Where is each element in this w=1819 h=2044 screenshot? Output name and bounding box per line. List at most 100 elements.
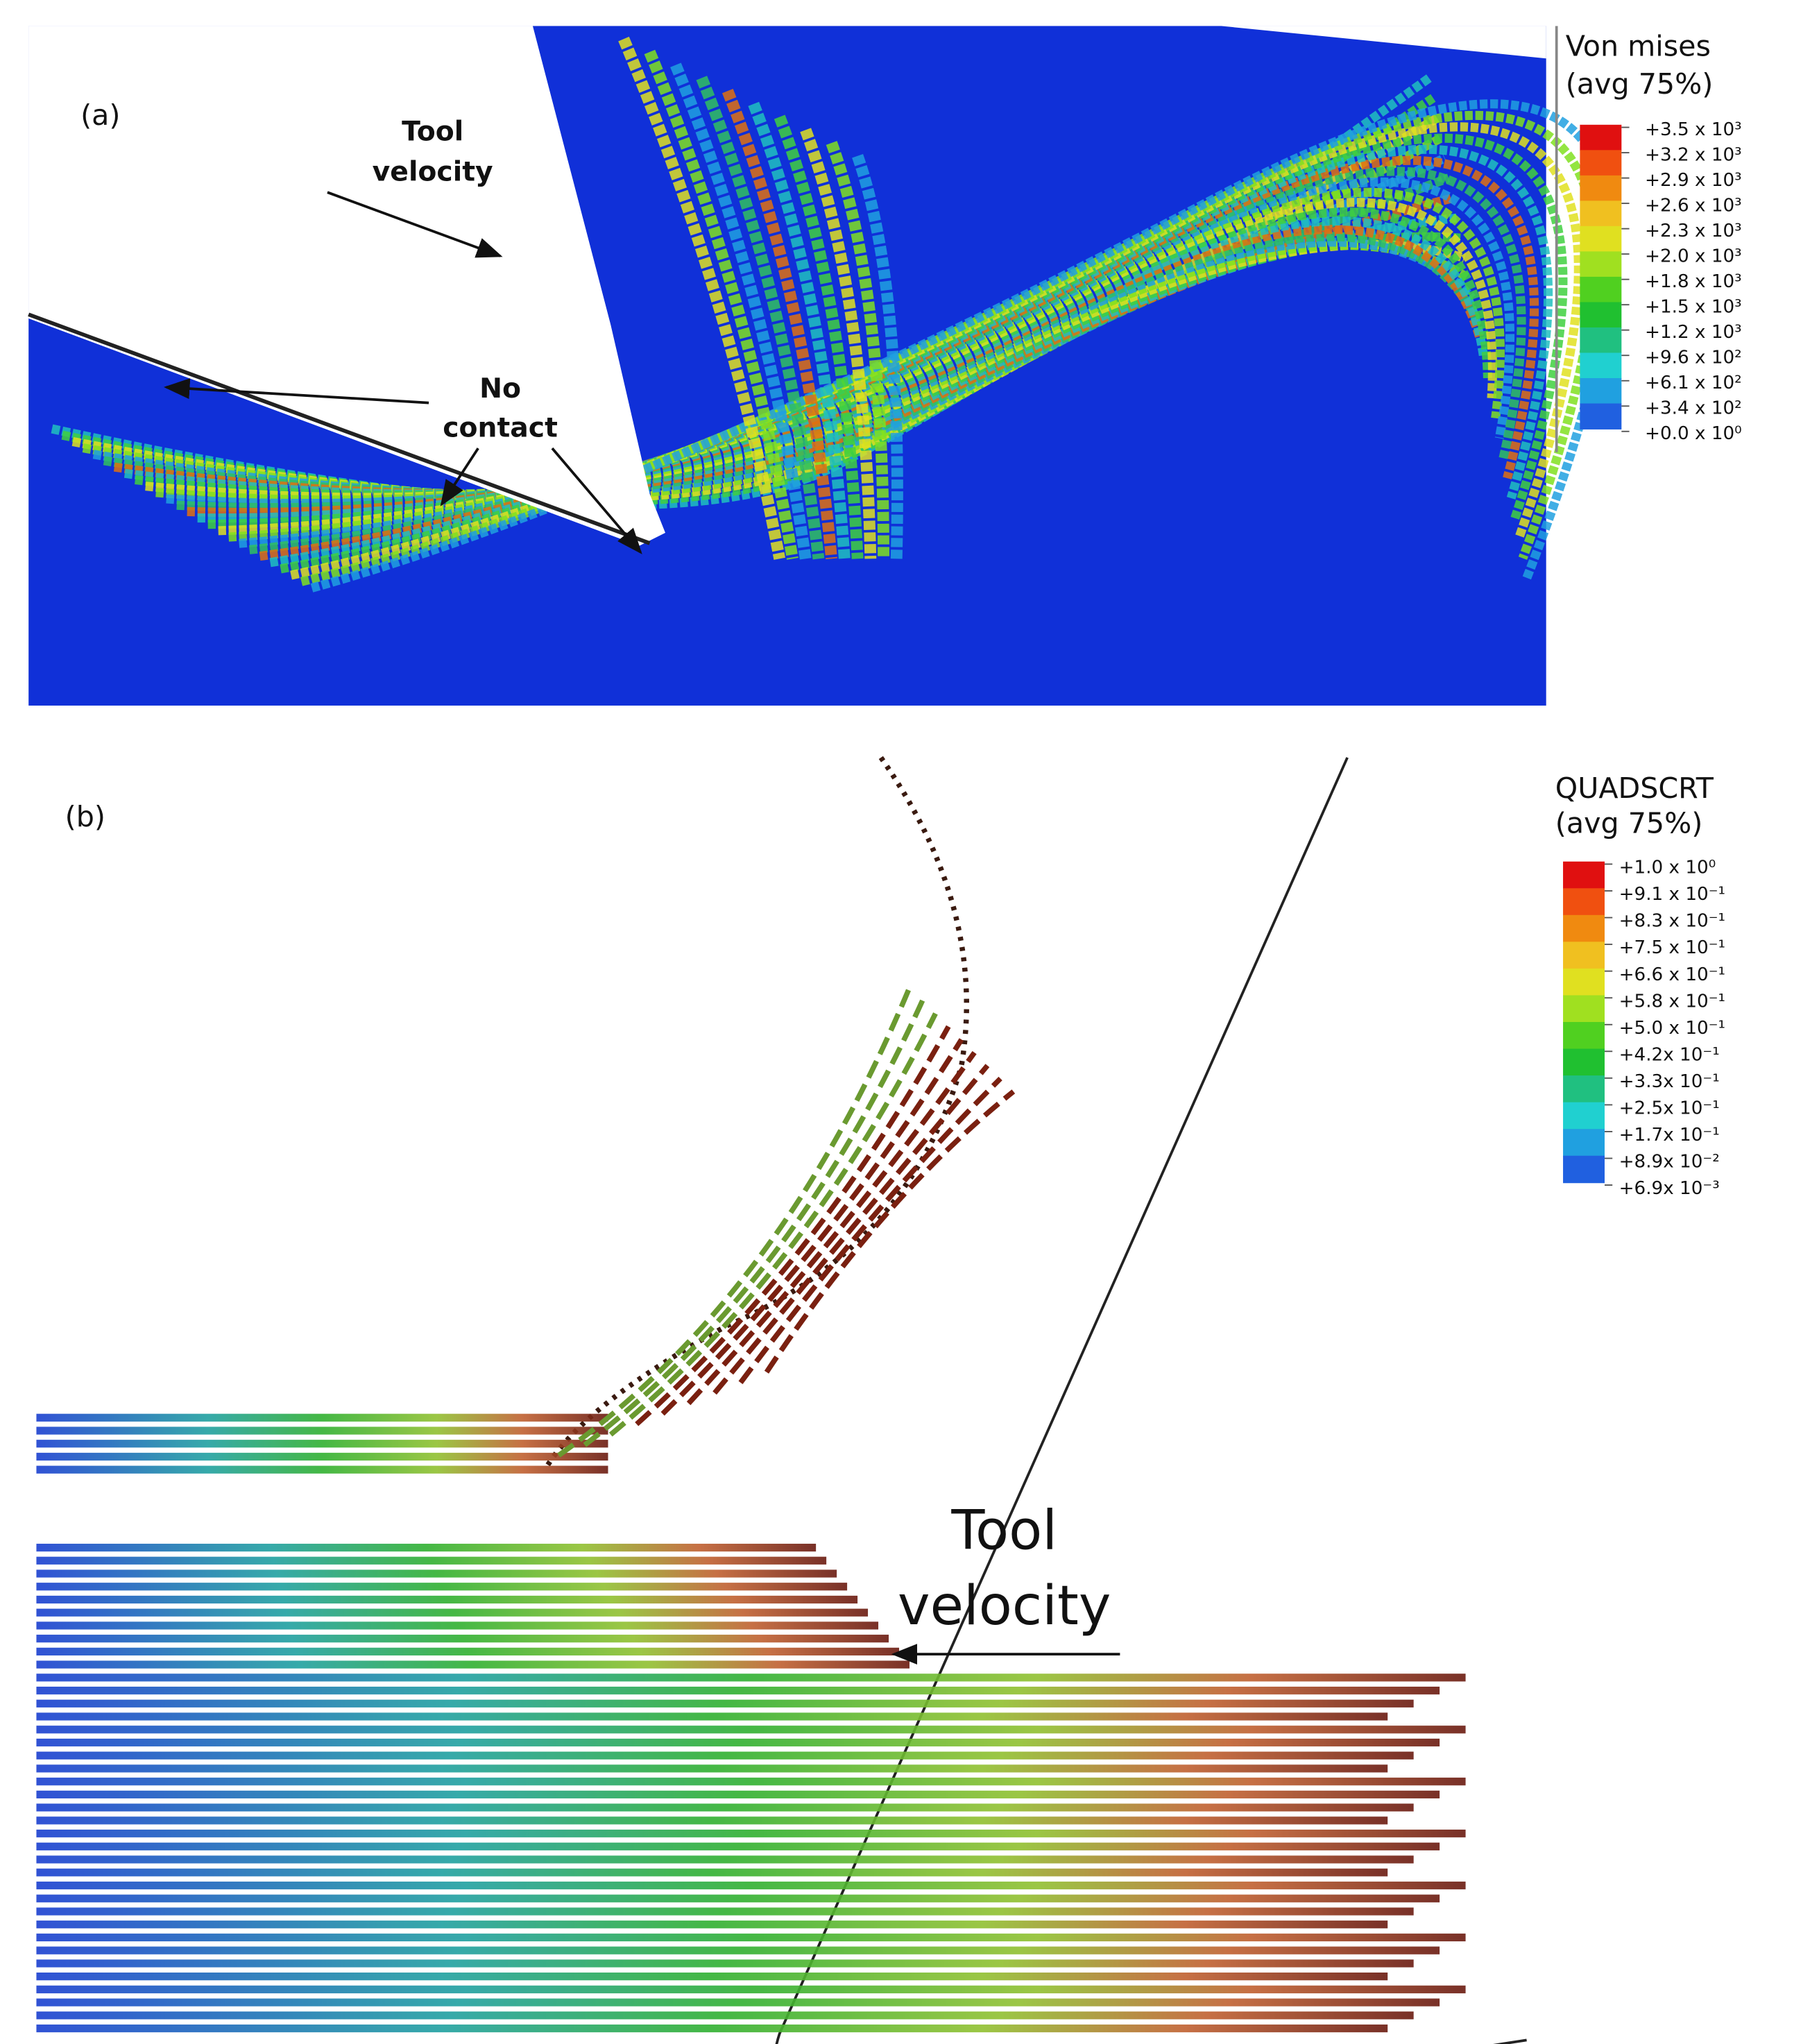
material-stripe bbox=[36, 1440, 608, 1448]
material-stripe bbox=[36, 1972, 1388, 1981]
legend-label: +2.3 x 10³ bbox=[1645, 221, 1742, 241]
tool-outline-b bbox=[775, 757, 1527, 2044]
legend-swatch bbox=[1563, 914, 1605, 943]
material-stripe bbox=[36, 1699, 1414, 1707]
material-stripe bbox=[36, 1855, 1414, 1864]
arrow bbox=[163, 378, 429, 404]
material-stripe bbox=[36, 1751, 1414, 1760]
material-stripe bbox=[36, 1959, 1414, 1968]
tool-edge-a bbox=[28, 312, 651, 545]
legend-label: +1.2 x 10³ bbox=[1645, 322, 1742, 343]
material-stripe bbox=[36, 1738, 1440, 1747]
material-stripe bbox=[36, 1868, 1388, 1877]
material-stripe bbox=[36, 1413, 608, 1422]
annotation: velocity bbox=[898, 1574, 1111, 1637]
material-stripe bbox=[36, 1829, 1466, 1838]
legend-swatch bbox=[1580, 225, 1622, 253]
legend-label: +2.0 x 10³ bbox=[1645, 246, 1742, 266]
legend-swatch bbox=[1563, 861, 1605, 889]
legend-label: +6.9x 10⁻³ bbox=[1619, 1178, 1720, 1199]
panel-label: (a) bbox=[80, 99, 120, 132]
legend-label: +6.6 x 10⁻¹ bbox=[1619, 964, 1725, 985]
legend-label: +3.3x 10⁻¹ bbox=[1619, 1071, 1720, 1092]
material-stripe bbox=[36, 1933, 1466, 1942]
chip-edge-b bbox=[543, 756, 969, 1470]
material-stripe bbox=[36, 1726, 1466, 1734]
material-stripe bbox=[36, 1907, 1414, 1916]
material-stripe bbox=[36, 1894, 1440, 1902]
material-stripe bbox=[36, 1920, 1388, 1929]
legend-label: +0.0 x 10⁰ bbox=[1645, 423, 1742, 444]
legend-swatch bbox=[1563, 1102, 1605, 1130]
annotation: Tool bbox=[950, 1498, 1057, 1562]
legend-swatch bbox=[1563, 995, 1605, 1023]
material-stripe bbox=[36, 1803, 1414, 1812]
legend-label: +3.2 x 10³ bbox=[1645, 144, 1742, 165]
material-stripe bbox=[36, 1816, 1388, 1825]
legend-label: +8.3 x 10⁻¹ bbox=[1619, 911, 1725, 932]
legend-label: +3.4 x 10² bbox=[1645, 398, 1742, 419]
hole bbox=[214, 1476, 592, 1542]
material-stripe bbox=[36, 1946, 1440, 1954]
material-stripe bbox=[36, 1569, 837, 1578]
arrow bbox=[551, 447, 642, 554]
stress-band bbox=[721, 88, 838, 560]
stress-band bbox=[670, 62, 812, 560]
legend-swatch bbox=[1563, 1129, 1605, 1157]
legend-swatch bbox=[1580, 403, 1622, 429]
legend-label: +7.5 x 10⁻¹ bbox=[1619, 937, 1725, 958]
legend-swatch bbox=[1580, 378, 1622, 404]
arrow bbox=[327, 191, 503, 258]
legend-label: +1.7x 10⁻¹ bbox=[1619, 1125, 1720, 1146]
simulation-b bbox=[36, 756, 1527, 2044]
chip-stripe bbox=[764, 1089, 1016, 1374]
stress-band bbox=[852, 153, 903, 559]
legend-label: +8.9x 10⁻² bbox=[1619, 1152, 1720, 1173]
legend-label: +5.0 x 10⁻¹ bbox=[1619, 1018, 1725, 1039]
legend-swatch bbox=[1580, 124, 1622, 151]
material-stripe bbox=[36, 2011, 1414, 2020]
legend-swatch bbox=[1580, 302, 1622, 328]
material-stripe bbox=[36, 1543, 817, 1552]
legend-swatch bbox=[1563, 968, 1605, 996]
panel-label: (b) bbox=[65, 800, 105, 833]
material-stripe bbox=[36, 1778, 1466, 1786]
material-stripe bbox=[36, 1985, 1466, 1993]
material-stripe bbox=[36, 1452, 608, 1461]
annotation: Tool bbox=[402, 116, 463, 147]
legend-label: +2.5x 10⁻¹ bbox=[1619, 1098, 1720, 1119]
legend-swatch bbox=[1580, 201, 1622, 227]
material-stripe bbox=[36, 1881, 1466, 1890]
stress-band bbox=[826, 141, 889, 559]
chip-stripe bbox=[686, 1050, 977, 1406]
material-stripe bbox=[36, 1608, 869, 1617]
material-stripe bbox=[36, 1595, 858, 1604]
legend-swatch bbox=[1563, 1075, 1605, 1103]
legend-label: +9.1 x 10⁻¹ bbox=[1619, 884, 1725, 905]
material-stripe bbox=[36, 1660, 910, 1669]
stress-band bbox=[800, 128, 877, 559]
chip-stripe bbox=[712, 1064, 990, 1395]
material-stripe bbox=[36, 1647, 900, 1656]
material-stripe bbox=[36, 1673, 1466, 1682]
legend-title: (avg 75%) bbox=[1566, 67, 1714, 101]
legend-swatch bbox=[1580, 150, 1622, 176]
legend-title: QUADSCRT bbox=[1555, 772, 1714, 805]
material-stripe bbox=[36, 1621, 879, 1630]
material-stripe bbox=[36, 2024, 1388, 2033]
legend-label: +2.6 x 10³ bbox=[1645, 195, 1742, 216]
legend-label: +3.5 x 10³ bbox=[1645, 119, 1742, 140]
legend-swatch bbox=[1580, 251, 1622, 278]
tool-a-cover bbox=[28, 26, 665, 546]
legend-swatch bbox=[1580, 276, 1622, 303]
chip-stripe bbox=[608, 1012, 938, 1437]
material-stripe bbox=[36, 1998, 1440, 2007]
legend-label: +1.8 x 10³ bbox=[1645, 271, 1742, 292]
annotation: No bbox=[479, 373, 521, 404]
legend-swatch bbox=[1563, 1048, 1605, 1077]
legend-label: +1.5 x 10³ bbox=[1645, 296, 1742, 317]
legend-swatch bbox=[1563, 942, 1605, 969]
legend-title: (avg 75%) bbox=[1555, 806, 1703, 840]
